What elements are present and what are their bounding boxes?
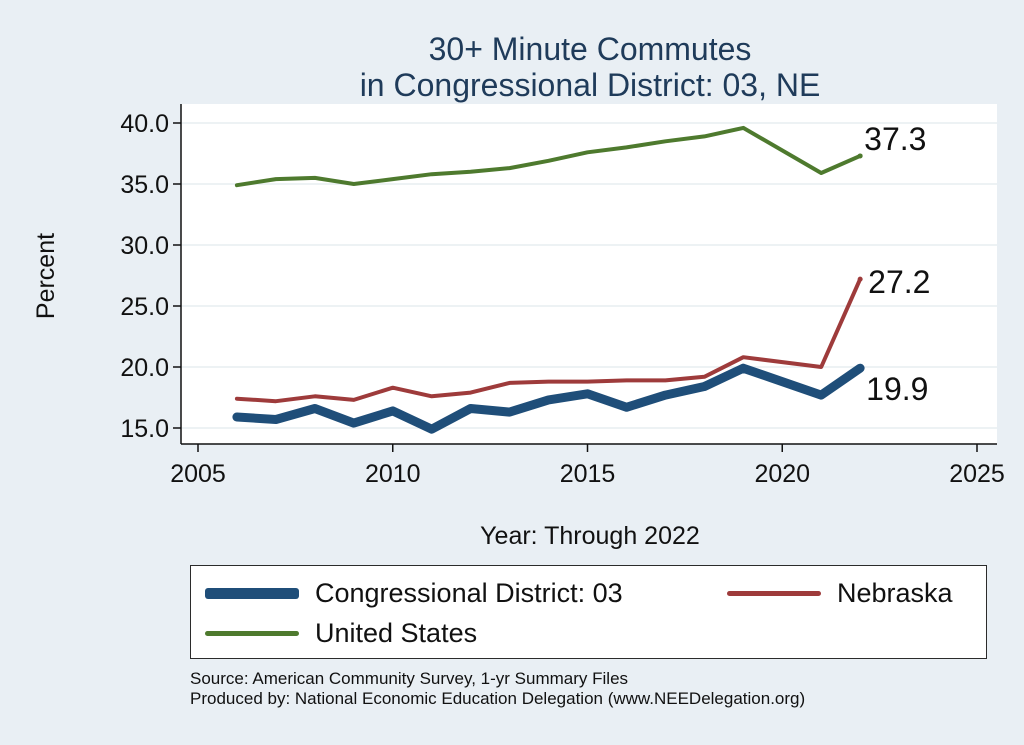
source-notes: Source: American Community Survey, 1-yr … (190, 669, 805, 709)
chart-title-line-1: 30+ Minute Commutes (429, 31, 752, 67)
x-axis-label: Year: Through 2022 (480, 522, 700, 550)
y-tick-label-30: 30.0 (120, 232, 169, 260)
x-tick-label-2025: 2025 (949, 460, 1005, 488)
y-tick-label-40: 40.0 (120, 110, 169, 138)
axes: 15.0 20.0 25.0 30.0 35.0 40.0 2005 2010 2015 2020… (120, 104, 1005, 488)
legend: Congressional District: 03 Nebraska Unit… (190, 565, 987, 659)
series-lines (232, 125, 865, 434)
end-label-nebraska: 27.2 (868, 264, 930, 300)
series-line-nebraska (234, 277, 863, 404)
legend-item-district: Congressional District: 03 (205, 578, 623, 609)
end-labels: 19.9 27.2 37.3 (857, 121, 930, 407)
y-tick-label-15: 15.0 (120, 415, 169, 443)
plot-area (181, 104, 997, 444)
x-tick-label-2010: 2010 (365, 460, 421, 488)
legend-label-district: Congressional District: 03 (315, 578, 623, 608)
y-axis-label: Percent (32, 233, 60, 319)
source-line: Source: American Community Survey, 1-yr … (190, 669, 629, 688)
end-point-2 (857, 153, 863, 159)
chart-title-line-2: in Congressional District: 03, NE (360, 67, 821, 103)
produced-by-line: Produced by: National Economic Education… (190, 689, 806, 708)
y-tick-label-20: 20.0 (120, 354, 169, 382)
gridlines (181, 122, 997, 429)
end-point-0 (857, 365, 863, 371)
legend-swatch-united-states (205, 631, 299, 636)
y-tick-label-25: 25.0 (120, 293, 169, 321)
series-line-united-states (234, 125, 863, 188)
legend-item-united-states: United States (205, 618, 477, 649)
end-label-united-states: 37.3 (864, 121, 926, 157)
end-label-district: 19.9 (866, 371, 928, 407)
legend-label-united-states: United States (315, 618, 478, 648)
x-tick-label-2015: 2015 (560, 460, 616, 488)
legend-label-nebraska: Nebraska (837, 578, 953, 608)
x-tick-label-2020: 2020 (754, 460, 810, 488)
x-tick-label-2005: 2005 (170, 460, 226, 488)
y-tick-label-35: 35.0 (120, 171, 169, 199)
series-line-district (232, 363, 865, 434)
legend-item-nebraska: Nebraska (727, 578, 953, 609)
end-point-1 (857, 276, 863, 282)
legend-swatch-nebraska (727, 591, 821, 596)
legend-swatch-district (205, 588, 299, 599)
